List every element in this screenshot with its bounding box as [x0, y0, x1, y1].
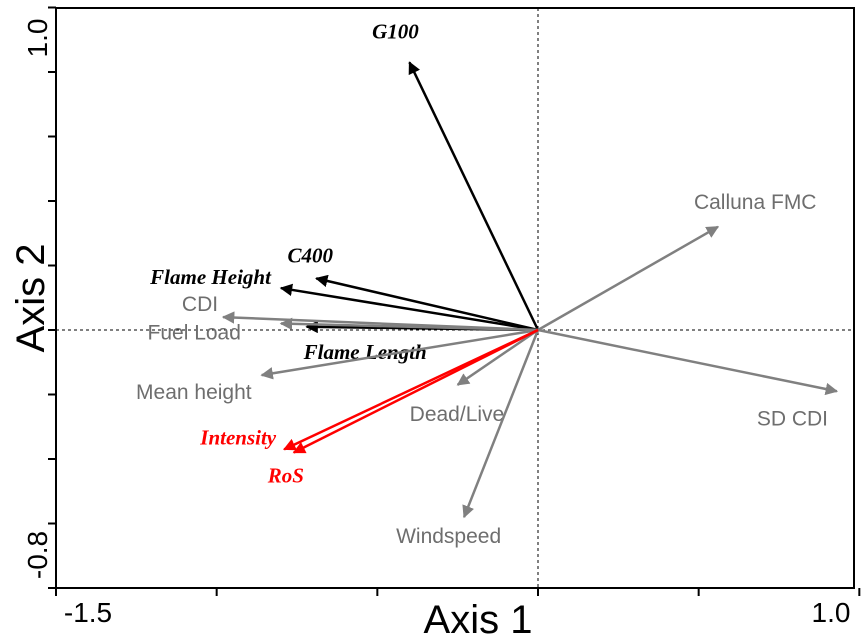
vector-label: Mean height: [136, 381, 252, 404]
vector-arrow: [279, 283, 539, 332]
x-axis-title: Axis 1: [424, 598, 533, 641]
vector-arrow: [260, 328, 539, 380]
x-tick-label-max: 1.0: [812, 597, 851, 628]
vector-label: SD CDI: [757, 407, 828, 430]
vector-label: Dead/Live: [410, 403, 505, 426]
vector-arrow: [537, 225, 720, 332]
vector-label: Flame Height: [149, 265, 272, 289]
vector-arrow: [456, 328, 539, 386]
y-axis-title: Axis 2: [9, 244, 53, 353]
vector-arrow: [537, 328, 839, 396]
x-tick-label-min: -1.5: [64, 597, 112, 628]
vector-arrow: [462, 329, 540, 519]
vector-arrow: [315, 274, 539, 332]
plot-frame: [55, 7, 855, 589]
vector-label: Calluna FMC: [694, 191, 817, 214]
y-tick-label-min: -0.8: [22, 531, 53, 579]
axis-ticks: [48, 6, 861, 596]
vector-arrow: [292, 328, 539, 454]
y-tick-label-max: 1.0: [22, 19, 53, 58]
vector-arrow: [408, 61, 540, 331]
vector-label: C400: [288, 243, 334, 267]
vector-label: RoS: [267, 464, 304, 488]
vector-label: Fuel Load: [148, 322, 241, 345]
vector-label: Intensity: [199, 425, 277, 449]
vector-label: G100: [372, 19, 419, 43]
vector-arrow: [279, 317, 539, 332]
vector-label: CDI: [182, 293, 218, 316]
vector-label: Windspeed: [396, 525, 501, 548]
